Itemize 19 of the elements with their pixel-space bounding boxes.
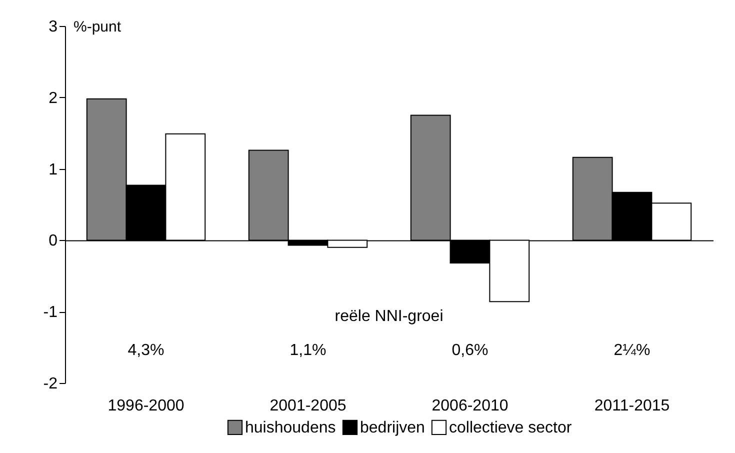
- y-tick-label: 1: [48, 161, 58, 178]
- y-axis-title: %-punt: [74, 18, 122, 36]
- x-tick-label: 2006-2010: [432, 398, 508, 414]
- y-tick-label: 0: [48, 232, 58, 250]
- y-tick-label: 3: [48, 18, 58, 36]
- x-tick-label: 2011-2015: [594, 398, 670, 414]
- y-tick-label: -2: [43, 376, 58, 392]
- x-tick-label: 1996-2000: [108, 398, 184, 414]
- x-tick-label: 2001-2005: [270, 398, 346, 414]
- annotation: reële NNI-groei: [334, 308, 444, 325]
- legend-label: bedrijven: [360, 419, 425, 436]
- annotation: 1,1%: [290, 342, 326, 359]
- y-tick-label: -1: [43, 304, 58, 322]
- y-tick-label: 2: [48, 90, 58, 107]
- annotation: 0,6%: [452, 342, 488, 359]
- legend-label: huishoudens: [245, 419, 336, 436]
- annotation: 2¼%: [614, 342, 650, 359]
- legend-label: collectieve sector: [449, 419, 572, 436]
- annotation: 4,3%: [128, 342, 164, 359]
